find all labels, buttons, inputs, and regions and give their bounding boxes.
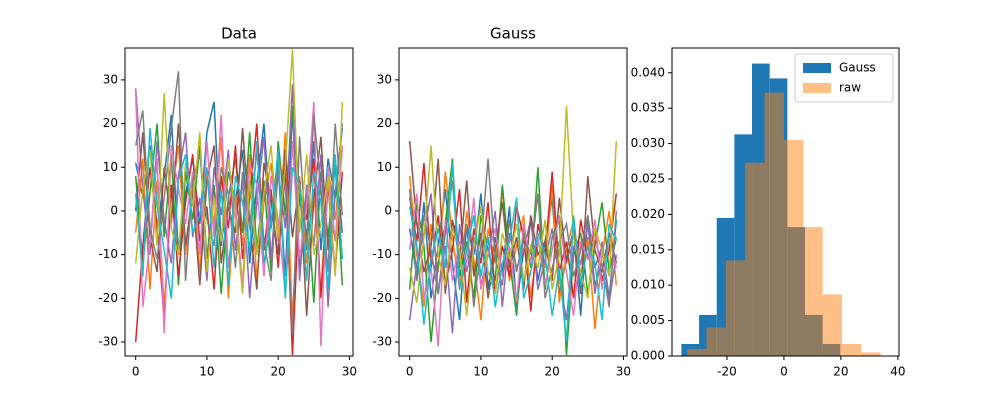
y-tick-label: 0.030 xyxy=(631,136,665,150)
legend-label: raw xyxy=(839,81,861,95)
y-tick-label: 0 xyxy=(384,203,392,217)
y-tick-label: -10 xyxy=(98,247,118,261)
data-line xyxy=(134,92,344,347)
axes-frame xyxy=(398,47,628,357)
y-tick-label: 20 xyxy=(377,116,392,130)
y-tick-label: 0 xyxy=(110,203,118,217)
x-tick-label: 20 xyxy=(545,365,560,379)
y-tick-label: 10 xyxy=(103,160,118,174)
axes-frame xyxy=(124,47,354,357)
y-tick-label: 30 xyxy=(103,72,118,86)
y-tick-label: 0.040 xyxy=(631,65,665,79)
y-tick-label: 0.035 xyxy=(631,101,665,115)
hist-bar xyxy=(861,352,881,356)
y-tick-label: -20 xyxy=(98,291,118,305)
legend-swatch xyxy=(803,63,831,73)
data-line xyxy=(408,158,618,308)
hist-bar xyxy=(822,294,843,356)
data-line xyxy=(408,162,618,343)
x-tick-label: 0 xyxy=(132,365,140,379)
x-tick-label: 0 xyxy=(406,365,414,379)
axes-frame xyxy=(671,47,900,357)
hist-bar xyxy=(706,327,726,356)
x-tick-label: 30 xyxy=(616,365,631,379)
y-tick-label: 30 xyxy=(377,72,392,86)
plot-area xyxy=(408,106,618,356)
y-tick-label: -10 xyxy=(372,247,392,261)
x-tick-label: 30 xyxy=(342,365,357,379)
y-tick-label: 0.020 xyxy=(631,207,665,221)
hist-bar xyxy=(764,92,784,356)
hist-bar xyxy=(783,140,804,356)
hist-bar xyxy=(842,343,862,356)
x-tick-label: 20 xyxy=(271,365,286,379)
plot-area xyxy=(681,63,881,356)
x-tick-label: -20 xyxy=(717,365,737,379)
y-tick-label: 0.015 xyxy=(631,242,665,256)
x-tick-label: 40 xyxy=(890,365,905,379)
hist-bar xyxy=(687,348,707,356)
y-tick-label: 0.025 xyxy=(631,171,665,185)
hist-bar xyxy=(745,162,765,356)
x-tick-label: 20 xyxy=(833,365,848,379)
data-line xyxy=(134,71,344,334)
x-tick-label: 10 xyxy=(473,365,488,379)
plot-area xyxy=(134,49,344,356)
hist-bar xyxy=(725,260,746,356)
legend-label: Gauss xyxy=(839,61,876,75)
y-tick-label: 10 xyxy=(377,160,392,174)
data-line xyxy=(134,49,344,295)
y-tick-label: -30 xyxy=(372,335,392,349)
y-tick-label: 0.010 xyxy=(631,278,665,292)
data-line xyxy=(134,127,344,299)
x-tick-label: 0 xyxy=(780,365,788,379)
hist-bar xyxy=(803,227,823,356)
y-tick-label: -20 xyxy=(372,291,392,305)
x-tick-label: 10 xyxy=(199,365,214,379)
y-tick-label: -30 xyxy=(98,335,118,349)
chart-title: Gauss xyxy=(490,25,536,43)
chart-title: Data xyxy=(221,25,257,43)
y-tick-label: 20 xyxy=(103,116,118,130)
y-tick-label: 0.000 xyxy=(631,349,665,363)
legend-swatch xyxy=(803,83,831,93)
y-tick-label: 0.005 xyxy=(631,313,665,327)
